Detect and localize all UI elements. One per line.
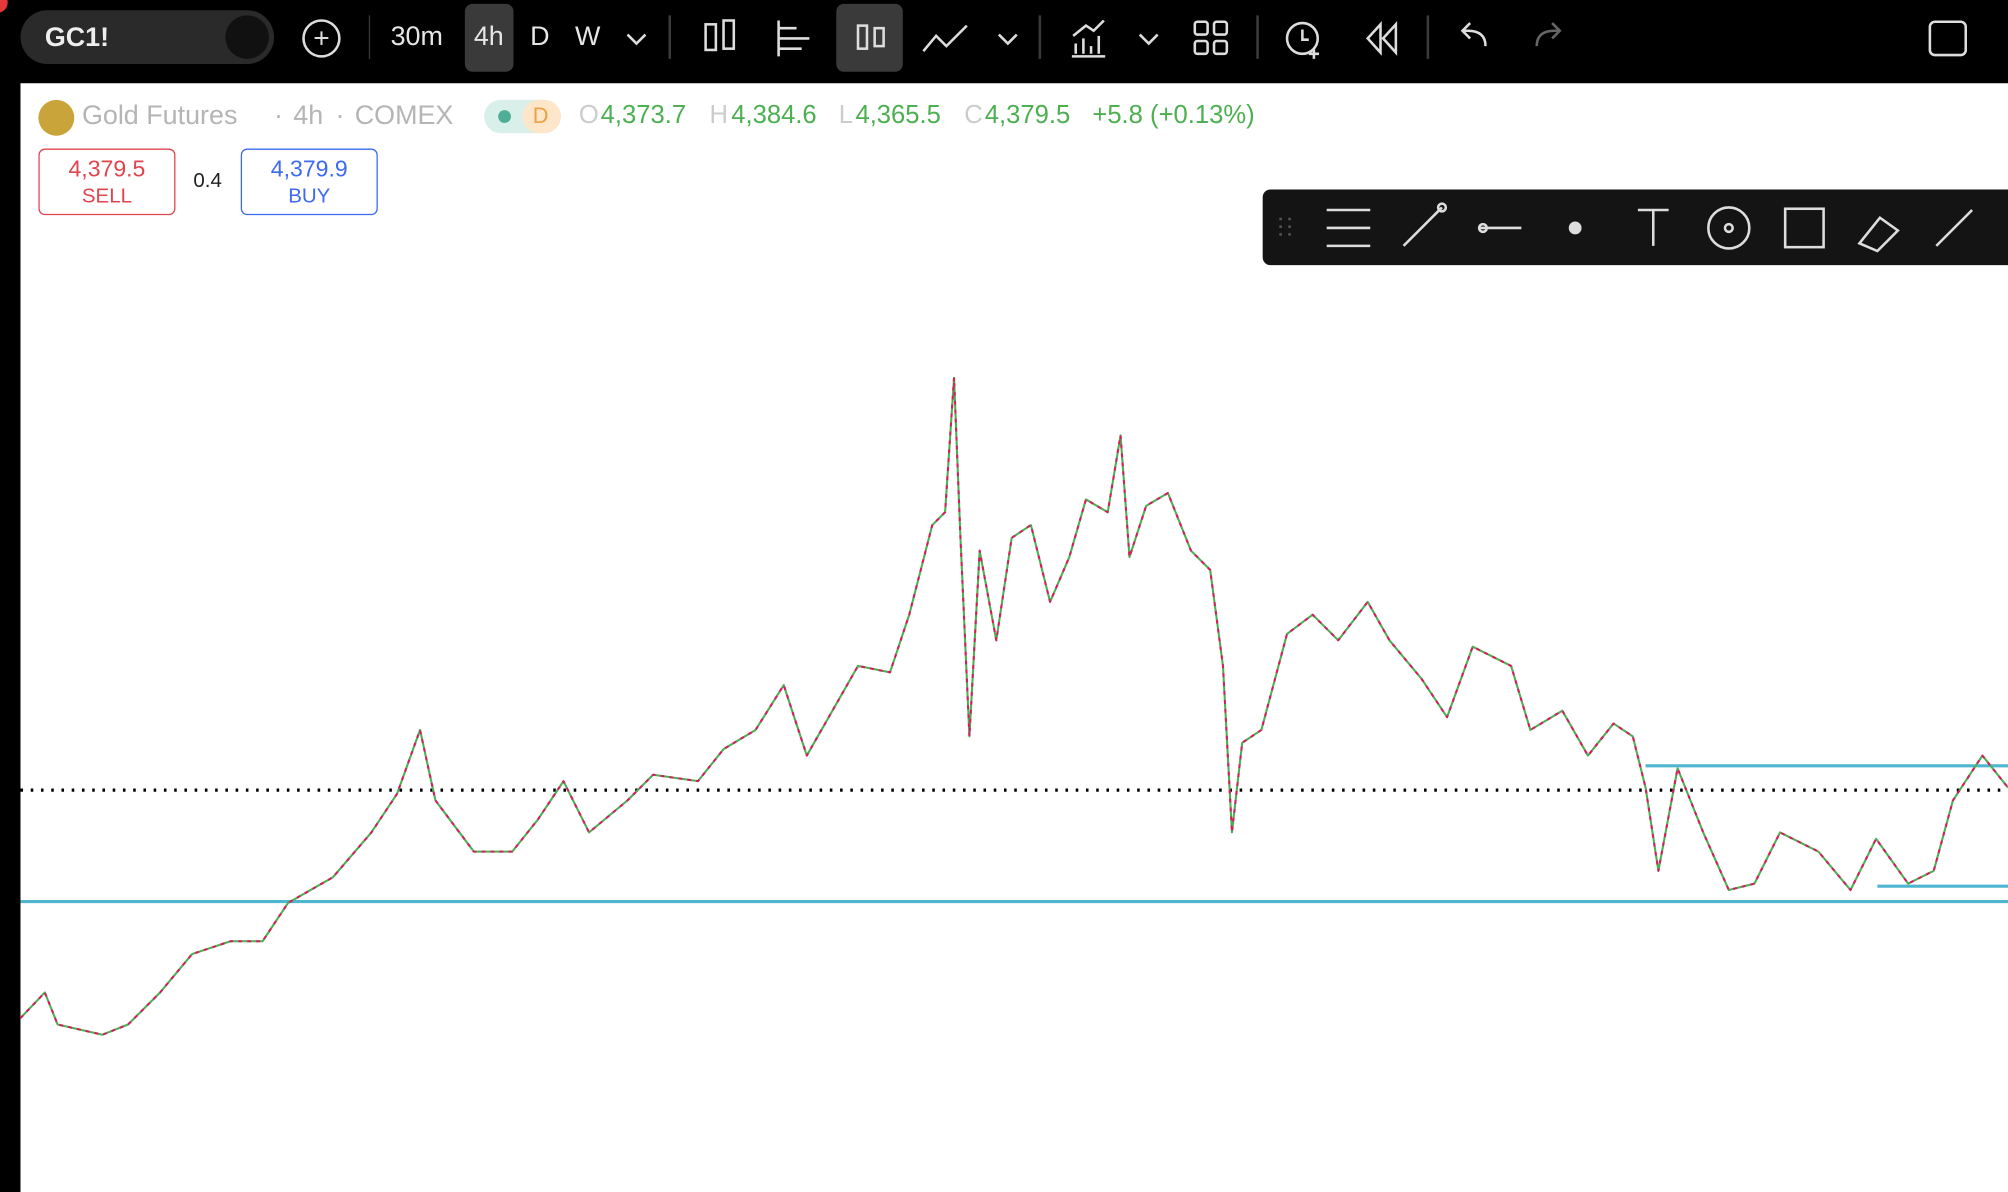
ohlc-label: C — [964, 101, 983, 130]
legend-exchange: COMEX — [354, 101, 454, 131]
fullscreen-icon[interactable] — [1928, 20, 1968, 57]
undo-icon[interactable] — [1460, 22, 1487, 47]
layout-icon[interactable] — [1193, 20, 1209, 36]
buy-button[interactable]: 4,379.9 BUY — [240, 148, 378, 216]
market-badge: D — [532, 103, 549, 129]
close-dot[interactable] — [0, 0, 8, 13]
line-icon[interactable] — [922, 24, 968, 53]
sell-price: 4,379.5 — [68, 156, 146, 182]
interval-button[interactable]: 30m — [390, 21, 443, 52]
ohlc-value: 4,365.5 — [855, 101, 941, 130]
candles-icon[interactable] — [836, 3, 903, 72]
ohlc-label: H — [709, 101, 728, 130]
chevron[interactable] — [626, 33, 647, 46]
toolbar-icons — [626, 3, 1968, 72]
ohlc-label: O — [578, 101, 599, 130]
column-icon[interactable] — [777, 20, 810, 57]
interval-button[interactable]: 4h — [473, 21, 504, 52]
spread: 0.4 — [193, 170, 222, 193]
interval-button[interactable]: W — [574, 21, 601, 52]
ohlc-value: 4,384.6 — [731, 101, 817, 130]
sell-label: SELL — [81, 185, 132, 208]
redo-icon[interactable] — [1535, 22, 1562, 47]
legend-separator: · — [274, 101, 284, 131]
add-symbol[interactable]: + — [302, 19, 341, 58]
sell-button[interactable]: 4,379.5 SELL — [38, 148, 176, 216]
ohlc-value: 4,373.7 — [600, 101, 687, 130]
symbol-name[interactable]: Gold Futures — [81, 101, 238, 131]
alert-icon[interactable] — [1285, 21, 1320, 56]
price-change: +5.8 (+0.13%) — [1092, 101, 1255, 130]
replay-icon[interactable] — [1365, 21, 1398, 56]
separator — [368, 15, 371, 59]
indicators-icon[interactable] — [1071, 19, 1106, 58]
legend-interval: 4h — [293, 101, 324, 131]
bars-icon[interactable] — [704, 23, 718, 52]
ohlc-label: L — [838, 101, 854, 130]
buy-label: BUY — [288, 185, 331, 208]
symbol: GC1! — [44, 23, 110, 53]
ohlc-value: 4,379.5 — [984, 101, 1071, 130]
legend-separator: · — [335, 101, 345, 131]
chart-area[interactable] — [20, 83, 2008, 1192]
interval-active-bg — [464, 3, 514, 72]
symbol-search[interactable]: GC1! — [20, 10, 275, 65]
buy-price: 4,379.9 — [270, 156, 348, 182]
interval-button[interactable]: D — [530, 21, 550, 52]
symbol-icon — [225, 15, 269, 59]
